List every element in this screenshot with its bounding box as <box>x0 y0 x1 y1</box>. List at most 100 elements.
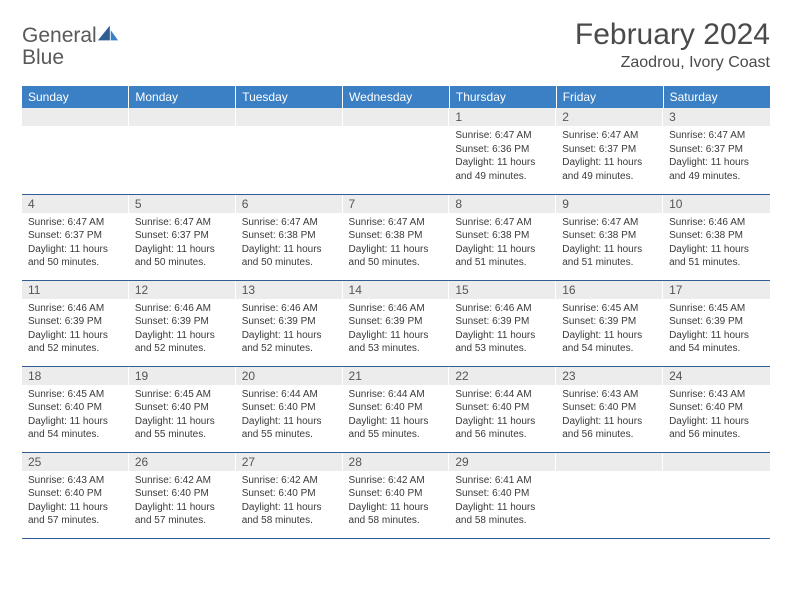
sunset-text: Sunset: 6:38 PM <box>669 229 764 243</box>
sunrise-text: Sunrise: 6:43 AM <box>669 388 764 402</box>
daylight-text: Daylight: 11 hours and 57 minutes. <box>28 501 123 528</box>
sunrise-text: Sunrise: 6:47 AM <box>562 129 657 143</box>
sunrise-text: Sunrise: 6:45 AM <box>135 388 230 402</box>
sunrise-text: Sunrise: 6:47 AM <box>349 216 444 230</box>
calendar-week: 11Sunrise: 6:46 AMSunset: 6:39 PMDayligh… <box>22 280 770 366</box>
sunset-text: Sunset: 6:37 PM <box>28 229 123 243</box>
sunrise-text: Sunrise: 6:41 AM <box>455 474 550 488</box>
day-details: Sunrise: 6:44 AMSunset: 6:40 PMDaylight:… <box>343 385 450 446</box>
sunset-text: Sunset: 6:40 PM <box>562 401 657 415</box>
calendar-cell: 10Sunrise: 6:46 AMSunset: 6:38 PMDayligh… <box>663 194 770 280</box>
calendar-cell: 25Sunrise: 6:43 AMSunset: 6:40 PMDayligh… <box>22 452 129 538</box>
day-number: 14 <box>343 281 450 299</box>
day-details: Sunrise: 6:42 AMSunset: 6:40 PMDaylight:… <box>236 471 343 532</box>
daylight-text: Daylight: 11 hours and 50 minutes. <box>28 243 123 270</box>
daylight-text: Daylight: 11 hours and 51 minutes. <box>669 243 764 270</box>
sunrise-text: Sunrise: 6:44 AM <box>242 388 337 402</box>
calendar-cell: 13Sunrise: 6:46 AMSunset: 6:39 PMDayligh… <box>236 280 343 366</box>
calendar-cell: 23Sunrise: 6:43 AMSunset: 6:40 PMDayligh… <box>556 366 663 452</box>
day-details: Sunrise: 6:46 AMSunset: 6:39 PMDaylight:… <box>236 299 343 360</box>
day-details: Sunrise: 6:47 AMSunset: 6:37 PMDaylight:… <box>663 126 770 187</box>
day-number: 6 <box>236 195 343 213</box>
title-block: February 2024 Zaodrou, Ivory Coast <box>575 18 770 72</box>
daylight-text: Daylight: 11 hours and 52 minutes. <box>135 329 230 356</box>
calendar-cell: 7Sunrise: 6:47 AMSunset: 6:38 PMDaylight… <box>343 194 450 280</box>
calendar-cell <box>343 108 450 194</box>
calendar-cell: 16Sunrise: 6:45 AMSunset: 6:39 PMDayligh… <box>556 280 663 366</box>
day-number: 15 <box>449 281 556 299</box>
sunset-text: Sunset: 6:37 PM <box>135 229 230 243</box>
page-header: General Blue February 2024 Zaodrou, Ivor… <box>22 18 770 72</box>
brand-part2: Blue <box>22 46 64 69</box>
daylight-text: Daylight: 11 hours and 54 minutes. <box>28 415 123 442</box>
day-details: Sunrise: 6:46 AMSunset: 6:39 PMDaylight:… <box>22 299 129 360</box>
day-details: Sunrise: 6:45 AMSunset: 6:40 PMDaylight:… <box>129 385 236 446</box>
daylight-text: Daylight: 11 hours and 51 minutes. <box>562 243 657 270</box>
day-number: 26 <box>129 453 236 471</box>
day-number: 11 <box>22 281 129 299</box>
day-number: 22 <box>449 367 556 385</box>
sunset-text: Sunset: 6:40 PM <box>349 401 444 415</box>
day-header: Friday <box>556 86 663 108</box>
sunset-text: Sunset: 6:39 PM <box>242 315 337 329</box>
brand-logo: General Blue <box>22 18 119 69</box>
sunset-text: Sunset: 6:38 PM <box>242 229 337 243</box>
daylight-text: Daylight: 11 hours and 49 minutes. <box>669 156 764 183</box>
day-number: 27 <box>236 453 343 471</box>
sunset-text: Sunset: 6:38 PM <box>562 229 657 243</box>
calendar-cell: 9Sunrise: 6:47 AMSunset: 6:38 PMDaylight… <box>556 194 663 280</box>
calendar-cell: 20Sunrise: 6:44 AMSunset: 6:40 PMDayligh… <box>236 366 343 452</box>
day-number: 1 <box>449 108 556 126</box>
day-details: Sunrise: 6:47 AMSunset: 6:37 PMDaylight:… <box>556 126 663 187</box>
calendar-cell: 11Sunrise: 6:46 AMSunset: 6:39 PMDayligh… <box>22 280 129 366</box>
daylight-text: Daylight: 11 hours and 58 minutes. <box>242 501 337 528</box>
day-number: 18 <box>22 367 129 385</box>
day-number: 13 <box>236 281 343 299</box>
sunrise-text: Sunrise: 6:42 AM <box>349 474 444 488</box>
daylight-text: Daylight: 11 hours and 58 minutes. <box>455 501 550 528</box>
month-title: February 2024 <box>575 18 770 52</box>
day-details: Sunrise: 6:43 AMSunset: 6:40 PMDaylight:… <box>556 385 663 446</box>
sunrise-text: Sunrise: 6:44 AM <box>349 388 444 402</box>
sunset-text: Sunset: 6:40 PM <box>349 487 444 501</box>
location-label: Zaodrou, Ivory Coast <box>575 54 770 72</box>
sail-icon <box>97 24 119 42</box>
calendar-cell: 4Sunrise: 6:47 AMSunset: 6:37 PMDaylight… <box>22 194 129 280</box>
daylight-text: Daylight: 11 hours and 52 minutes. <box>242 329 337 356</box>
calendar-cell: 2Sunrise: 6:47 AMSunset: 6:37 PMDaylight… <box>556 108 663 194</box>
day-details: Sunrise: 6:45 AMSunset: 6:39 PMDaylight:… <box>556 299 663 360</box>
calendar-cell <box>556 452 663 538</box>
day-details: Sunrise: 6:47 AMSunset: 6:36 PMDaylight:… <box>449 126 556 187</box>
sunset-text: Sunset: 6:40 PM <box>135 401 230 415</box>
day-number: 24 <box>663 367 770 385</box>
day-details <box>556 471 663 521</box>
day-details: Sunrise: 6:43 AMSunset: 6:40 PMDaylight:… <box>663 385 770 446</box>
calendar-cell: 12Sunrise: 6:46 AMSunset: 6:39 PMDayligh… <box>129 280 236 366</box>
daylight-text: Daylight: 11 hours and 55 minutes. <box>135 415 230 442</box>
sunset-text: Sunset: 6:39 PM <box>349 315 444 329</box>
day-number: 16 <box>556 281 663 299</box>
sunrise-text: Sunrise: 6:47 AM <box>28 216 123 230</box>
day-number: 21 <box>343 367 450 385</box>
day-number <box>343 108 450 126</box>
day-details <box>22 126 129 176</box>
sunrise-text: Sunrise: 6:47 AM <box>455 216 550 230</box>
day-details: Sunrise: 6:42 AMSunset: 6:40 PMDaylight:… <box>129 471 236 532</box>
day-details: Sunrise: 6:46 AMSunset: 6:39 PMDaylight:… <box>343 299 450 360</box>
daylight-text: Daylight: 11 hours and 55 minutes. <box>242 415 337 442</box>
sunset-text: Sunset: 6:39 PM <box>455 315 550 329</box>
day-number: 17 <box>663 281 770 299</box>
sunset-text: Sunset: 6:36 PM <box>455 143 550 157</box>
day-details: Sunrise: 6:44 AMSunset: 6:40 PMDaylight:… <box>236 385 343 446</box>
day-details: Sunrise: 6:43 AMSunset: 6:40 PMDaylight:… <box>22 471 129 532</box>
sunrise-text: Sunrise: 6:43 AM <box>562 388 657 402</box>
calendar-cell: 29Sunrise: 6:41 AMSunset: 6:40 PMDayligh… <box>449 452 556 538</box>
day-details: Sunrise: 6:47 AMSunset: 6:38 PMDaylight:… <box>236 213 343 274</box>
sunset-text: Sunset: 6:38 PM <box>349 229 444 243</box>
daylight-text: Daylight: 11 hours and 57 minutes. <box>135 501 230 528</box>
day-header: Sunday <box>22 86 129 108</box>
calendar-cell: 5Sunrise: 6:47 AMSunset: 6:37 PMDaylight… <box>129 194 236 280</box>
day-details: Sunrise: 6:47 AMSunset: 6:37 PMDaylight:… <box>22 213 129 274</box>
calendar-cell: 24Sunrise: 6:43 AMSunset: 6:40 PMDayligh… <box>663 366 770 452</box>
day-details <box>343 126 450 176</box>
